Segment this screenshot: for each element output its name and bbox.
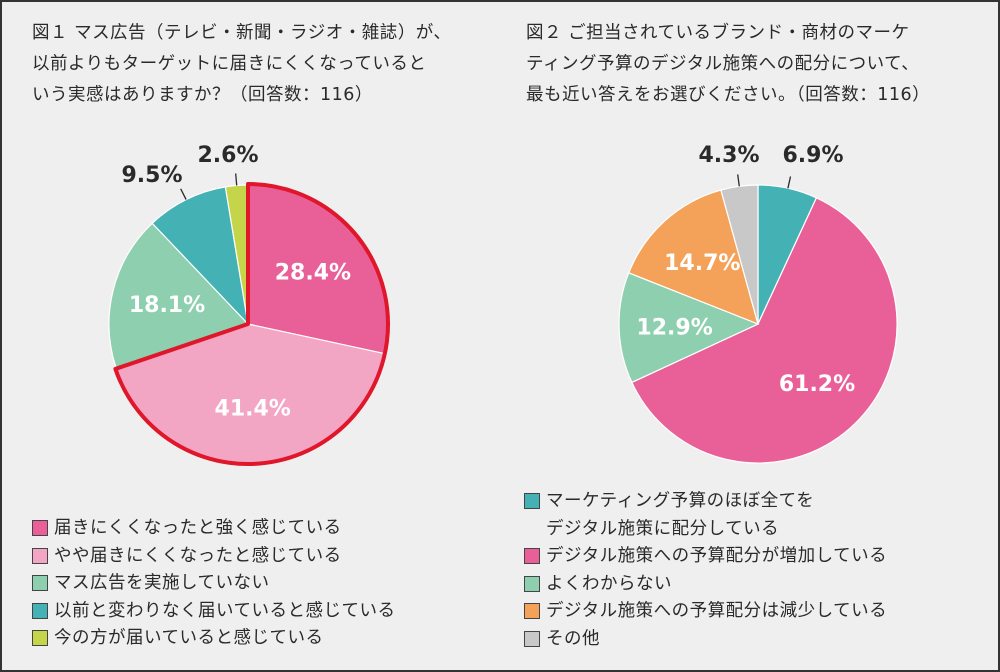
highlight-outline	[113, 182, 390, 466]
legend-swatch	[32, 575, 48, 591]
legend-item: マス広告を実施していない	[32, 570, 395, 598]
data-label: 61.2%	[779, 372, 855, 397]
legend-item: マーケティング予算のほぼ全てを デジタル施策に配分している	[524, 488, 887, 543]
pie-slice	[631, 197, 898, 464]
leader-line	[235, 173, 238, 186]
legend-swatch	[524, 630, 540, 647]
chart-title-line: 以前よりもターゲットに届きにくくなっていると	[32, 54, 427, 74]
legend-label: マーケティング予算のほぼ全てを デジタル施策に配分している	[546, 491, 815, 539]
legend-item: その他	[524, 626, 887, 654]
data-label: 41.4%	[215, 396, 291, 421]
chart-title-line: いう実感はありますか？（回答数：116）	[32, 85, 373, 105]
chart-title-line: 図１ マス広告（テレビ・新聞・ラジオ・雑誌）が、	[32, 23, 452, 43]
data-label: 6.9%	[782, 143, 843, 168]
legend-swatch	[32, 547, 48, 564]
legend-swatch	[524, 548, 540, 564]
legend-item: やや届きにくくなったと感じている	[32, 543, 395, 571]
legend-label: デジタル施策への予算配分が増加している	[546, 546, 888, 566]
leader-line	[180, 188, 187, 200]
legend-label: 届きにくくなったと強く感じている	[54, 518, 342, 538]
legend-swatch	[32, 630, 48, 646]
pie-chart: 28.4% 41.4% 18.1% 9.5% 2.6%	[108, 143, 390, 466]
data-label: 4.3%	[698, 143, 759, 168]
pie-slice	[618, 272, 760, 384]
legend-swatch	[524, 575, 540, 592]
data-label: 2.6%	[197, 143, 258, 168]
data-label: 18.1%	[129, 293, 205, 318]
pie-chart: 6.9% 61.2% 12.9% 14.7% 4.3%	[618, 143, 898, 464]
legend-item: よくわからない	[524, 571, 887, 599]
legend-label: その他	[546, 628, 600, 649]
chart-panel-2: 図２ ご担当されているブランド・商材のマーケ ティング予算のデジタル施策への配分…	[502, 2, 998, 670]
leader-line	[737, 174, 740, 187]
legend-label: 以前と変わりなく届いていると感じている	[54, 600, 396, 621]
legend-label: 今の方が届いていると感じている	[54, 628, 324, 648]
legend-label: やや届きにくくなったと感じている	[54, 545, 342, 566]
legend-label: よくわからない	[546, 573, 672, 594]
chart-title-line: 最も近い答えをお選びください。（回答数：116）	[526, 85, 931, 105]
data-label: 14.7%	[664, 251, 740, 276]
pie-slice	[151, 186, 249, 326]
pie-slice	[627, 189, 759, 326]
pie-slice	[108, 222, 250, 370]
chart-title: 図１ マス広告（テレビ・新聞・ラジオ・雑誌）が、 以前よりもターゲットに届きにく…	[32, 18, 487, 111]
legend-swatch	[32, 602, 48, 619]
legend-label: デジタル施策への予算配分は減少している	[546, 601, 888, 621]
legend-item: 今の方が届いていると感じている	[32, 625, 395, 653]
legend-item: 以前と変わりなく届いていると感じている	[32, 598, 395, 626]
data-label: 9.5%	[121, 163, 182, 188]
leader-line	[787, 176, 792, 189]
chart-title-line: ティング予算のデジタル施策への配分について、	[526, 54, 920, 74]
chart-title: 図２ ご担当されているブランド・商材のマーケ ティング予算のデジタル施策への配分…	[526, 18, 981, 111]
chart-title-line: 図２ ご担当されているブランド・商材のマーケ	[526, 23, 910, 43]
legend-label: マス広告を実施していない	[54, 573, 270, 593]
chart-panel-1: 図１ マス広告（テレビ・新聞・ラジオ・雑誌）が、 以前よりもターゲットに届きにく…	[2, 2, 502, 670]
legend-swatch	[32, 520, 48, 536]
legend-item: 届きにくくなったと強く感じている	[32, 515, 395, 543]
legend-item: デジタル施策への予算配分が増加している	[524, 543, 887, 571]
legend-swatch	[524, 603, 540, 619]
data-label: 28.4%	[275, 261, 351, 286]
legend-swatch	[524, 493, 540, 509]
data-label: 12.9%	[636, 315, 712, 340]
legend: 届きにくくなったと強く感じている やや届きにくくなったと感じている マス広告を実施し…	[32, 515, 395, 653]
legend: マーケティング予算のほぼ全てを デジタル施策に配分しているデジタル施策への予算配分…	[524, 488, 887, 653]
legend-item: デジタル施策への予算配分は減少している	[524, 598, 887, 626]
